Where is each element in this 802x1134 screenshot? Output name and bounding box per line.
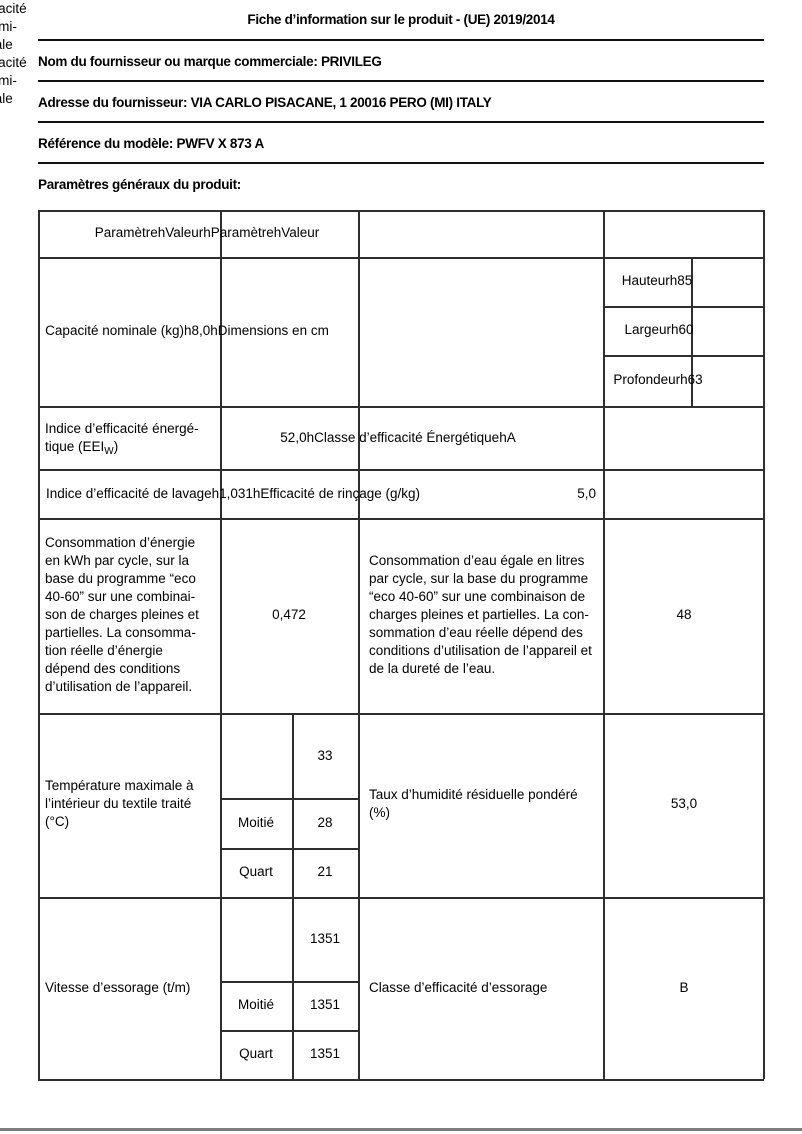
residual-humidity-value: 53,0 bbox=[670, 796, 698, 811]
dimension-subrow-line bbox=[603, 306, 764, 308]
supplier-line: Nom du fournisseur ou marque commerciale… bbox=[38, 54, 382, 69]
eei-subscript: W bbox=[104, 445, 114, 457]
load-row-value: 1351 bbox=[309, 931, 341, 946]
load-row-value: 33 bbox=[317, 748, 333, 763]
energy-consumption-label: Consommation d’énergie en kWh par cycle,… bbox=[45, 535, 199, 694]
rinse-efficiency-value: 5,0 bbox=[577, 486, 596, 501]
water-consumption-value: 48 bbox=[676, 607, 692, 622]
load-subrow-line bbox=[220, 798, 358, 800]
table-column-line bbox=[358, 210, 360, 1079]
washing-efficiency-text: Indice d’efficacité de lavageh1,031hEffi… bbox=[46, 486, 420, 501]
load-row-value: 1351 bbox=[309, 1046, 341, 1061]
header-rule bbox=[38, 39, 764, 41]
dimension-subrow-line bbox=[603, 355, 764, 357]
eei-value-class-text: 52,0hClasse d’efficacité ÉnergétiquehA bbox=[280, 430, 516, 445]
table-border-top bbox=[38, 210, 764, 212]
eei-label-close-paren: ) bbox=[113, 439, 119, 454]
eei-label-line2: tique (EEI bbox=[45, 439, 105, 454]
table-row-line bbox=[38, 406, 764, 408]
header-rule bbox=[38, 121, 764, 123]
table-border-bottom bbox=[38, 1079, 764, 1081]
table-row-line bbox=[38, 469, 764, 471]
model-reference-line: Référence du modèle: PWFV X 873 A bbox=[38, 136, 264, 151]
dimension-width-cell: Largeurh60 bbox=[624, 322, 694, 337]
load-subcolumn-line bbox=[292, 713, 294, 1079]
table-header-text: ParamètrehValeurhParamètrehValeur bbox=[94, 225, 320, 240]
capacity-dimensions-text: Capacité nominale (kg)h8,0hDimensions en… bbox=[45, 323, 329, 338]
table-column-line bbox=[603, 210, 605, 1079]
page-bottom-separator bbox=[0, 1128, 802, 1131]
section-heading: Paramètres généraux du produit: bbox=[38, 177, 242, 192]
residual-humidity-label: Taux d’humidité résiduelle pondéré (%) bbox=[369, 787, 578, 820]
table-column-line bbox=[220, 210, 222, 1079]
dimension-depth-cell: Profondeurh63 bbox=[613, 372, 703, 387]
load-row-label: Quart bbox=[239, 1046, 273, 1061]
load-row-label: Moitié bbox=[237, 997, 275, 1012]
load-subrow-line bbox=[220, 1030, 358, 1032]
table-row-line bbox=[38, 257, 764, 259]
table-row-line bbox=[38, 897, 764, 899]
water-consumption-label: Consommation d’eau égale en litres par c… bbox=[369, 553, 592, 676]
eei-parameter-label: Indice d’efficacité énergé-tique (EEIW) bbox=[45, 420, 199, 458]
load-subrow-line bbox=[220, 848, 358, 850]
load-row-value: 1351 bbox=[309, 997, 341, 1012]
table-row-line bbox=[38, 713, 764, 715]
product-parameters-table: ParamètrehValeurhParamètrehValeur Capaci… bbox=[0, 0, 802, 1081]
spin-class-value: B bbox=[679, 980, 689, 995]
table-border-left bbox=[38, 210, 40, 1079]
load-row-label: Quart bbox=[239, 864, 273, 879]
header-rule bbox=[38, 80, 764, 82]
load-row-label: Capacité nomi- nale bbox=[0, 1, 27, 52]
dimension-subcolumn-line bbox=[691, 257, 693, 406]
max-temperature-label: Température maximale à l’intérieur du te… bbox=[45, 778, 194, 829]
spin-speed-label: Vitesse d’essorage (t/m) bbox=[45, 980, 191, 995]
energy-consumption-value: 0,472 bbox=[272, 607, 306, 622]
load-row-value: 21 bbox=[317, 864, 333, 879]
table-row-line bbox=[38, 518, 764, 520]
load-subrow-line bbox=[220, 981, 358, 983]
spin-class-label: Classe d’efficacité d’essorage bbox=[369, 980, 548, 995]
header-rule bbox=[38, 162, 764, 164]
load-row-value: 28 bbox=[317, 815, 333, 830]
load-row-label: Moitié bbox=[237, 815, 275, 830]
supplier-address-line: Adresse du fournisseur: VIA CARLO PISACA… bbox=[38, 95, 492, 110]
page-title: Fiche d’information sur le produit - (UE… bbox=[247, 12, 555, 27]
load-row-label: Capacité nomi- nale bbox=[0, 55, 27, 106]
dimension-height-cell: Hauteurh85 bbox=[621, 273, 693, 288]
table-border-right bbox=[763, 210, 765, 1079]
eei-label-line1: Indice d’efficacité énergé- bbox=[45, 421, 199, 436]
